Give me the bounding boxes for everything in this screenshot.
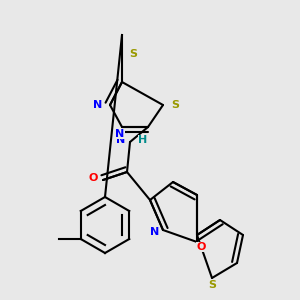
Text: N: N xyxy=(150,227,160,237)
Text: H: H xyxy=(138,135,147,145)
Text: N: N xyxy=(116,129,124,139)
Text: S: S xyxy=(171,100,179,110)
Text: O: O xyxy=(88,173,98,183)
Text: S: S xyxy=(208,280,216,290)
Text: O: O xyxy=(196,242,206,252)
Text: S: S xyxy=(129,49,137,59)
Text: N: N xyxy=(116,135,125,145)
Text: N: N xyxy=(93,100,102,110)
